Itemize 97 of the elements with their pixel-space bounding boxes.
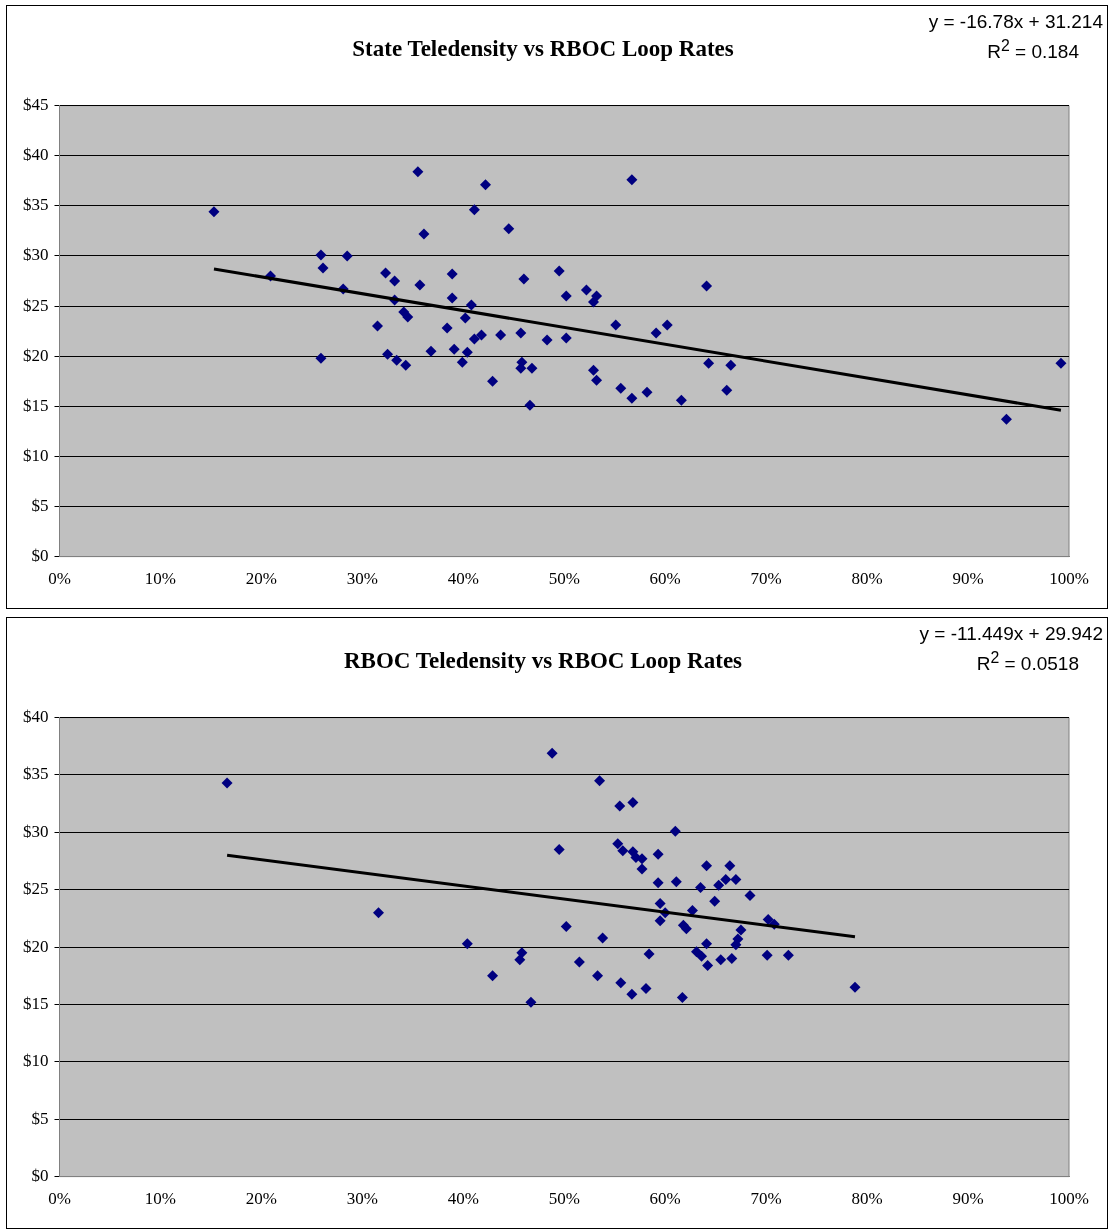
point: [680, 923, 692, 935]
point: [761, 949, 773, 961]
y-tick-label: $30: [23, 821, 49, 841]
point: [735, 924, 747, 936]
y-tick-label: $15: [23, 993, 49, 1013]
point: [713, 879, 725, 891]
point: [762, 914, 774, 926]
point: [730, 873, 742, 885]
text: R$^{2}$ = 0.184: [986, 36, 1080, 65]
x-tick-label: 20%: [245, 569, 277, 589]
x-tick-label: 100%: [1049, 1189, 1089, 1209]
y-tick-label: $5: [31, 495, 49, 515]
point: [715, 954, 727, 966]
point: [720, 873, 732, 885]
y-tick-label: $30: [23, 245, 49, 265]
point: [643, 948, 655, 960]
point: [573, 956, 585, 968]
x-tick-label: 80%: [851, 1189, 883, 1209]
y-tick-label: $35: [23, 195, 49, 215]
point: [546, 747, 558, 759]
y-tick-label: $10: [23, 1051, 49, 1071]
point: [744, 889, 756, 901]
x-tick-label: 60%: [649, 1189, 681, 1209]
point: [221, 777, 233, 789]
point: [695, 881, 707, 893]
point: [652, 877, 664, 889]
point: [525, 996, 537, 1008]
point: [691, 946, 702, 958]
x-tick-label: 0%: [48, 1189, 71, 1209]
y-tick-label: $25: [23, 295, 49, 315]
point: [594, 775, 606, 787]
y-tick-label: $35: [23, 764, 49, 784]
point: [686, 904, 698, 916]
x-tick-label: 10%: [144, 1189, 177, 1209]
point: [373, 907, 384, 919]
x-tick-label: 40%: [447, 569, 479, 589]
point: [560, 920, 572, 932]
y-tick-label: $40: [23, 707, 49, 727]
x-tick-label: 40%: [447, 1189, 479, 1209]
point: [849, 981, 861, 993]
y-tick-label: $0: [31, 546, 49, 566]
point: [640, 982, 652, 994]
point: [553, 844, 565, 856]
y-tick-label: $10: [23, 445, 49, 465]
x-tick-label: 100%: [1049, 569, 1089, 589]
x-tick-label: 20%: [245, 1189, 277, 1209]
x-tick-label: 60%: [649, 569, 681, 589]
x-tick-label: 50%: [548, 569, 580, 589]
text: y = -16.78x + 31.214: [928, 10, 1103, 34]
point: [627, 797, 639, 809]
point: [636, 863, 648, 875]
point: [782, 949, 794, 961]
point: [652, 848, 664, 860]
x-tick-label: 30%: [346, 569, 378, 589]
x-tick-label: 0%: [48, 569, 71, 589]
y-tick-label: $20: [23, 936, 49, 956]
point: [724, 860, 736, 872]
x-tick-label: 80%: [851, 569, 883, 589]
point: [654, 898, 666, 909]
point: [701, 860, 713, 872]
x-tick-label: 10%: [144, 569, 177, 589]
text: y = -11.449x + 29.942: [919, 622, 1103, 646]
x-tick-label: 90%: [952, 569, 984, 589]
chart-title: RBOC Teledensity vs RBOC Loop Rates: [343, 647, 743, 673]
point: [626, 988, 638, 1000]
point: [702, 959, 714, 971]
point: [615, 977, 627, 989]
y-tick-label: $5: [31, 1108, 49, 1128]
point: [696, 950, 708, 962]
chart-title: State Teledensity vs RBOC Loop Rates: [352, 35, 734, 61]
point: [676, 992, 688, 1004]
point: [614, 800, 626, 812]
point: [617, 845, 629, 857]
y-tick-label: $20: [23, 345, 49, 365]
point: [597, 932, 609, 944]
y-tick-label: $25: [23, 879, 49, 899]
x-tick-label: 90%: [952, 1189, 984, 1209]
point: [487, 970, 499, 982]
text: R$^{2}$ = 0.0518: [975, 648, 1080, 677]
x-tick-label: 30%: [346, 1189, 378, 1209]
point: [669, 825, 681, 837]
y-tick-label: $45: [23, 95, 49, 115]
point: [514, 954, 526, 966]
y-tick-label: $0: [31, 1166, 49, 1186]
point: [701, 938, 713, 950]
point: [461, 938, 473, 950]
point: [592, 970, 604, 982]
x-tick-label: 70%: [750, 1189, 782, 1209]
point: [654, 915, 666, 927]
y-tick-label: $15: [23, 395, 49, 415]
point: [670, 876, 682, 888]
y-tick-label: $40: [23, 145, 49, 165]
x-tick-label: 70%: [750, 569, 782, 589]
x-tick-label: 50%: [548, 1189, 580, 1209]
point: [612, 838, 624, 850]
point: [709, 895, 721, 907]
point: [726, 953, 738, 965]
